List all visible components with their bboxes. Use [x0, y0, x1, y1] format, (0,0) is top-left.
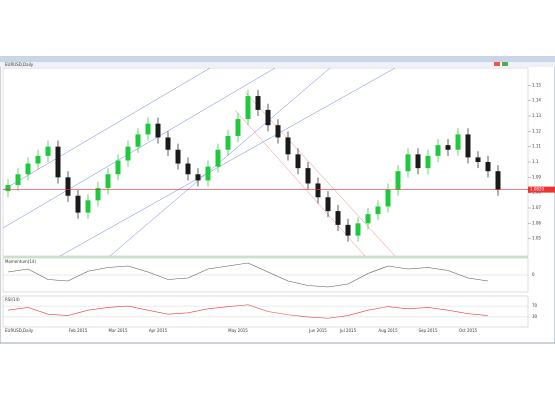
- y-tick-label: 30: [532, 314, 538, 319]
- candle-body: [145, 123, 151, 135]
- candle-body: [265, 109, 271, 126]
- y-tick-label: 1.06: [532, 220, 541, 225]
- x-tick-label: Aug 2015: [378, 328, 398, 333]
- y-tick-label: 1.07: [532, 205, 541, 210]
- pane-label: RSI(14): [5, 297, 20, 302]
- x-tick-label: Sep 2015: [419, 328, 438, 333]
- candle-body: [375, 206, 381, 215]
- last-price-label: 1.0820: [530, 187, 544, 192]
- candle-body: [465, 134, 471, 158]
- x-tick-label: Jun 2015: [308, 328, 327, 333]
- candle-body: [395, 171, 401, 190]
- candle-body: [185, 163, 191, 175]
- candle-body: [195, 174, 201, 181]
- x-tick-label: Jul 2015: [339, 328, 357, 333]
- candle-body: [335, 211, 341, 225]
- candle-body: [355, 223, 361, 236]
- x-tick-label: Feb 2015: [69, 328, 88, 333]
- candle-body: [495, 171, 501, 190]
- candle-body: [5, 185, 11, 192]
- candle-body: [245, 96, 251, 120]
- y-tick-label: 1.09: [532, 174, 541, 179]
- candle-body: [35, 155, 41, 164]
- candle-body: [425, 155, 431, 169]
- candle-body: [325, 197, 331, 212]
- candle-body: [415, 154, 421, 169]
- candle-body: [225, 135, 231, 150]
- y-tick-label: 1.13: [532, 113, 541, 118]
- indicator-line: [7, 262, 489, 288]
- candle-body: [215, 149, 221, 167]
- title-bar: [0, 57, 555, 62]
- candle-body: [175, 149, 181, 164]
- candle-body: [255, 96, 261, 110]
- y-tick-label: 1.1: [532, 159, 539, 164]
- candle-body: [85, 200, 91, 213]
- rsi-pane: [2, 295, 529, 328]
- candle-body: [75, 195, 81, 213]
- toolbar-button[interactable]: [502, 62, 508, 66]
- chart-title: EURUSD,Daily: [5, 62, 34, 67]
- toolbar-button[interactable]: [494, 62, 500, 66]
- candle-body: [165, 137, 171, 150]
- last-price-box: [528, 186, 555, 193]
- candle-body: [315, 183, 321, 198]
- candle-body: [115, 160, 121, 175]
- y-tick-label: 1.05: [532, 236, 541, 241]
- toolbar: [0, 62, 555, 67]
- candle-body: [455, 134, 461, 150]
- indicator-line: [7, 304, 489, 319]
- window: [0, 56, 555, 344]
- x-tick-label: Mar 2015: [109, 328, 128, 333]
- x-tick-label: May 2015: [228, 328, 248, 333]
- y-tick-label: 1.11: [532, 144, 541, 149]
- candle-body: [385, 189, 391, 207]
- x-tick-label: Apr 2015: [149, 328, 168, 333]
- candle-body: [45, 146, 51, 156]
- candle-body: [135, 134, 141, 147]
- pane-label: Momentum(14): [5, 259, 36, 264]
- candle-body: [435, 145, 441, 156]
- y-tick-label: 1.14: [532, 98, 541, 103]
- candle-body: [15, 174, 21, 185]
- y-tick-label: 1.12: [532, 128, 541, 133]
- candle-body: [475, 157, 481, 162]
- candle-body: [55, 146, 61, 178]
- candle-body: [295, 154, 301, 169]
- candle-body: [275, 125, 281, 138]
- candle-body: [445, 145, 451, 150]
- candle-body: [305, 168, 311, 184]
- candle-body: [65, 177, 71, 196]
- channel-lines: [2, 67, 396, 257]
- candle-body: [205, 166, 211, 181]
- status-title: EURUSD,Daily: [5, 328, 34, 333]
- candle-body: [365, 214, 371, 224]
- candle-body: [405, 154, 411, 172]
- candle-body: [155, 123, 161, 138]
- candle-body: [485, 162, 491, 172]
- candle-body: [235, 119, 241, 136]
- candle-body: [105, 174, 111, 189]
- candle-body: [345, 224, 351, 236]
- y-tick-label: 70: [532, 303, 538, 308]
- y-tick-label: 1.15: [532, 82, 541, 87]
- x-tick-label: Oct 2015: [459, 328, 478, 333]
- candle-body: [95, 188, 101, 201]
- y-tick-label: 0: [532, 272, 535, 277]
- candle-body: [125, 146, 131, 161]
- candle-body: [25, 163, 31, 175]
- candle-body: [285, 137, 291, 155]
